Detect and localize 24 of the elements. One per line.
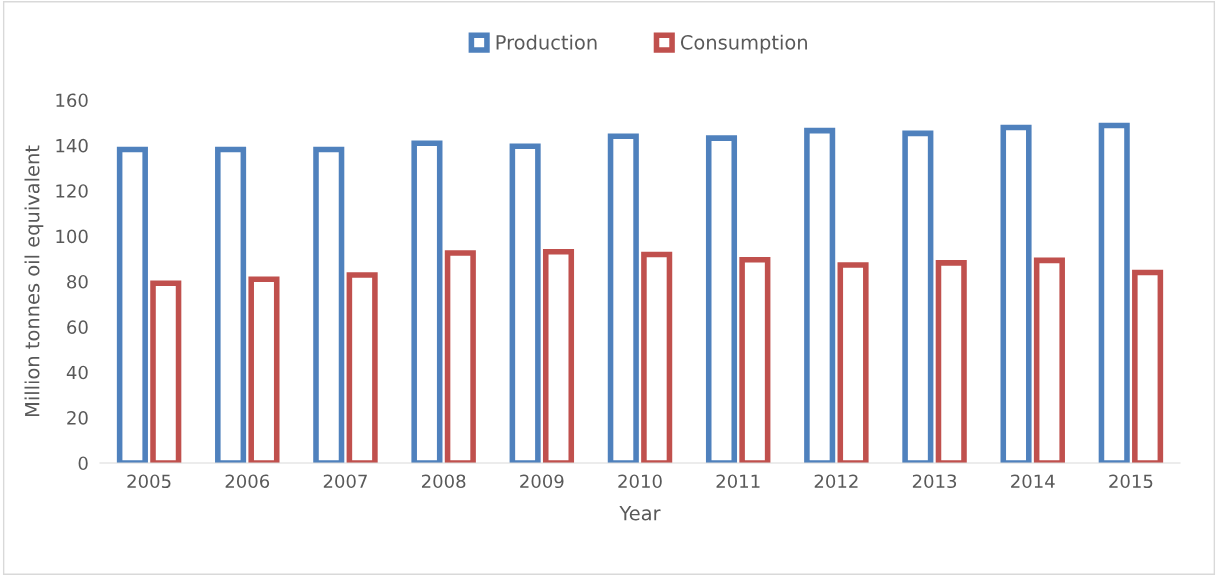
x-tick-label: 2012 xyxy=(814,474,858,489)
y-axis-title: Million tonnes oil equivalent xyxy=(24,145,44,417)
y-tick-label: 140 xyxy=(56,138,88,153)
x-axis-title: Year xyxy=(619,506,661,521)
x-tick-label: 2005 xyxy=(127,474,171,489)
x-tick-label: 2008 xyxy=(421,474,466,489)
x-tick-label: 2011 xyxy=(716,474,760,489)
x-tick-label: 2013 xyxy=(912,474,957,489)
x-tick-label: 2014 xyxy=(1011,474,1055,489)
x-tick-label: 2015 xyxy=(1109,474,1153,489)
y-tick-label: 100 xyxy=(56,229,88,244)
x-tick-label: 2010 xyxy=(618,474,662,489)
x-tick-label: 2007 xyxy=(323,474,367,489)
y-tick-label: 60 xyxy=(67,320,88,334)
y-tick-label: 40 xyxy=(66,365,88,380)
y-tick-label: 160 xyxy=(56,93,88,108)
y-tick-label: 0 xyxy=(78,456,88,471)
x-tick-label: 2006 xyxy=(225,474,270,489)
legend-label: Consumption xyxy=(680,34,807,54)
x-tick-label: 2009 xyxy=(520,474,564,489)
y-tick-label: 120 xyxy=(56,184,88,198)
y-tick-label: 80 xyxy=(67,274,88,289)
legend-label: Production xyxy=(496,34,597,50)
y-tick-label: 20 xyxy=(67,411,88,425)
